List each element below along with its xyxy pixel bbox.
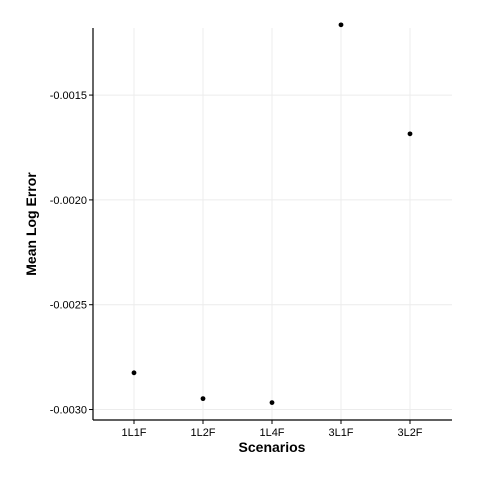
x-tick-label: 3L1F — [328, 427, 353, 439]
data-point-3l1f — [339, 22, 344, 27]
y-axis-title: Mean Log Error — [23, 172, 39, 276]
data-point-1l1f — [132, 370, 137, 375]
data-point-1l4f — [270, 400, 275, 405]
grid-lines — [93, 28, 452, 420]
x-tick-label: 1L4F — [259, 427, 284, 439]
y-tick-label: -0.0025 — [50, 300, 87, 312]
y-ticks: -0.0015 -0.0020 -0.0025 -0.0030 — [50, 90, 93, 416]
y-tick-label: -0.0015 — [50, 90, 87, 102]
x-tick-label: 1L2F — [190, 427, 215, 439]
x-axis-title: Scenarios — [239, 439, 306, 455]
x-ticks: 1L1F 1L2F 1L4F 3L1F 3L2F — [121, 420, 422, 439]
y-tick-label: -0.0020 — [50, 195, 87, 207]
y-tick-label: -0.0030 — [50, 405, 87, 417]
data-point-3l2f — [408, 131, 413, 136]
x-tick-label: 1L1F — [121, 427, 146, 439]
data-point-1l2f — [201, 396, 206, 401]
x-tick-label: 3L2F — [397, 427, 422, 439]
